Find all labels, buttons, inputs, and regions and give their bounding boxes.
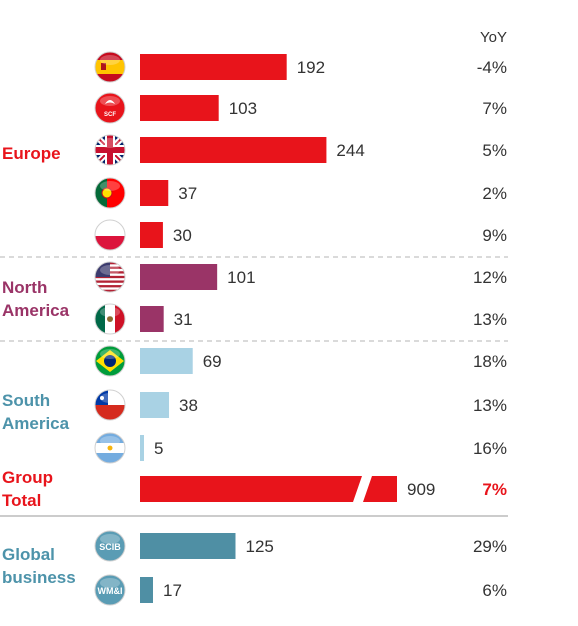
scib-logo-text: SCIB [99,542,121,552]
value-label-north-america-2: 31 [174,310,193,329]
yoy-label-south-america-2: 13% [473,396,507,415]
yoy-label-south-america-3: 16% [473,439,507,458]
bar-global-business-1 [140,533,236,559]
yoy-label-europe-1: -4% [477,58,507,77]
mexico-flag-icon [94,303,126,335]
yoy-label-group-total-1: 7% [482,480,507,499]
yoy-label-south-america-1: 18% [473,352,507,371]
bar-south-america-2 [140,392,170,418]
spain-flag-icon [94,51,126,83]
value-label-europe-2: 103 [229,99,257,118]
chile-flag-icon [94,389,126,421]
group-label-group-total-line-1: Group [2,468,53,487]
scf-logo-text: SCF [104,112,116,118]
scib-logo-icon: SCIB [94,530,126,562]
value-label-europe-3: 244 [336,141,364,160]
uk-flag-icon [94,134,126,166]
bar-europe-4 [140,180,169,206]
yoy-label-global-business-1: 29% [473,537,507,556]
bar-north-america-2 [140,306,164,332]
yoy-label-global-business-2: 6% [482,581,507,600]
bar-europe-1 [140,54,287,80]
wmi-logo-text: WM&I [98,586,123,596]
value-label-europe-4: 37 [178,184,197,203]
group-label-south-america-line-2: America [2,414,70,433]
yoy-label-north-america-1: 12% [473,268,507,287]
poland-flag-icon [94,219,126,251]
usa-flag-icon [94,261,126,293]
yoy-label-europe-5: 9% [482,226,507,245]
yoy-label-europe-4: 2% [482,184,507,203]
group-label-south-america-line-1: South [2,391,50,410]
group-label-north-america-line-2: America [2,301,70,320]
value-label-north-america-1: 101 [227,268,255,287]
value-label-global-business-2: 17 [163,581,182,600]
portugal-flag-icon [94,177,126,209]
value-label-europe-1: 192 [297,58,325,77]
group-label-europe: Europe [2,144,61,163]
yoy-label-europe-2: 7% [482,99,507,118]
brazil-flag-icon [94,345,126,377]
bar-group-total-segment-1 [140,476,362,502]
yoy-header: YoY [480,29,507,46]
group-label-global-business-line-2: business [2,568,76,587]
yoy-label-north-america-2: 13% [473,310,507,329]
wmi-logo-icon: WM&I [94,574,126,606]
value-label-south-america-1: 69 [203,352,222,371]
value-label-europe-5: 30 [173,226,192,245]
group-label-global-business-line-1: Global [2,545,55,564]
bar-south-america-1 [140,348,193,374]
bar-global-business-2 [140,577,153,603]
yoy-label-europe-3: 5% [482,141,507,160]
bar-europe-3 [140,137,327,163]
bar-group-total-segment-2 [363,476,397,502]
group-label-north-america-line-1: North [2,278,47,297]
value-label-south-america-3: 5 [154,439,163,458]
value-label-south-america-2: 38 [179,396,198,415]
group-label-group-total-line-2: Total [2,491,41,510]
bar-europe-5 [140,222,163,248]
scf-logo-icon: SCF [94,92,126,124]
argentina-flag-icon [94,432,126,464]
bar-north-america-1 [140,264,218,290]
value-label-global-business-1: 125 [246,537,274,556]
value-label-group-total-1: 909 [407,480,435,499]
bar-europe-2 [140,95,219,121]
bar-south-america-3 [140,435,144,461]
